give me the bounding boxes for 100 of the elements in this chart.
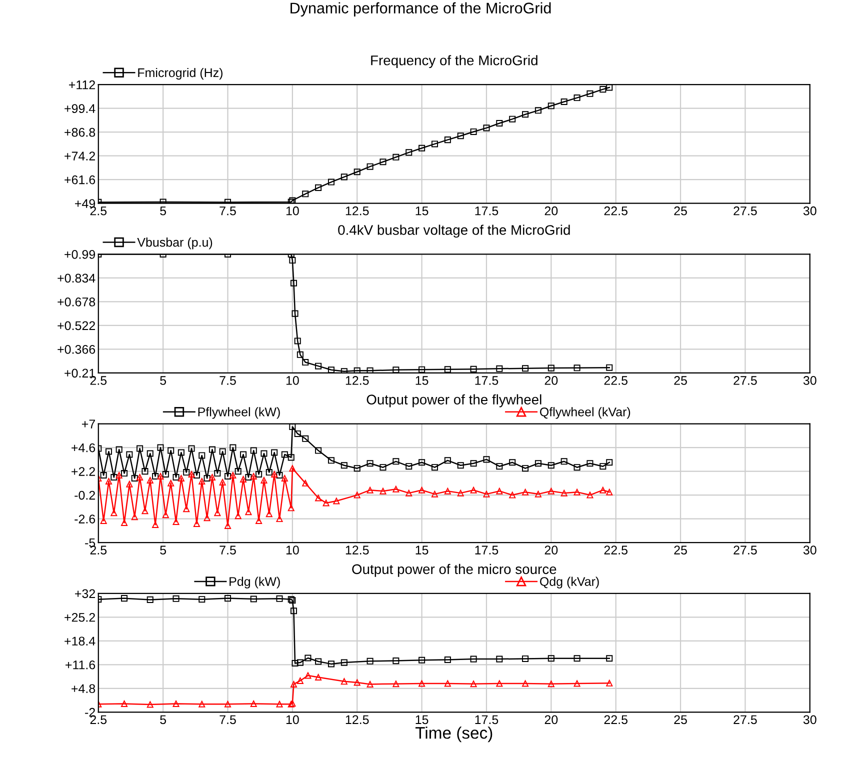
- point: [315, 658, 322, 665]
- point: [574, 364, 580, 372]
- y-tick-label: +4.6: [72, 443, 96, 452]
- point: [292, 660, 298, 667]
- point: [276, 700, 283, 708]
- chart-title: Output power of the flywheel: [366, 394, 542, 408]
- legend-label: Fmicrogrid (Hz): [138, 68, 222, 80]
- y-tick-label: +49: [75, 199, 96, 208]
- x-tick-label: 2.5: [90, 715, 107, 724]
- point: [522, 111, 529, 118]
- point: [534, 107, 542, 114]
- point: [198, 596, 206, 603]
- legend-label: Pdg (kW): [230, 576, 280, 588]
- x-tick-label: 10: [286, 376, 299, 385]
- legend-label: Pflywheel (kW): [198, 407, 280, 419]
- x-tick-label: 12.5: [346, 715, 369, 724]
- x-tick-label: 10: [286, 715, 299, 724]
- point: [457, 132, 464, 140]
- y-tick-label: +0.99: [64, 250, 96, 259]
- chart-title: Output power of the micro source: [352, 564, 556, 577]
- point: [302, 359, 309, 366]
- point: [586, 90, 594, 97]
- point: [290, 280, 297, 286]
- x-tick-label: 30: [803, 376, 816, 385]
- x-tick-label: 17.5: [475, 376, 498, 385]
- point: [418, 366, 426, 373]
- x-tick-label: 7.5: [220, 376, 236, 385]
- point: [496, 656, 503, 662]
- point: [328, 660, 335, 668]
- point: [483, 124, 490, 132]
- point: [418, 680, 426, 687]
- point: [522, 680, 529, 687]
- point: [289, 257, 296, 264]
- y-tick-label: +32: [75, 589, 95, 598]
- point: [406, 149, 412, 156]
- point: [392, 154, 400, 160]
- x-tick-label: 22.5: [604, 715, 628, 724]
- point: [574, 94, 580, 102]
- chart-title: Dynamic performance of the MicroGrid: [290, 2, 551, 17]
- point: [172, 700, 180, 708]
- point: [224, 700, 232, 708]
- point: [560, 98, 568, 106]
- point: [315, 362, 322, 370]
- point: [366, 367, 374, 373]
- point: [340, 368, 348, 373]
- point: [509, 116, 516, 122]
- point: [290, 608, 297, 614]
- x-tick-label: 12.5: [346, 376, 369, 385]
- point: [328, 178, 335, 186]
- x-tick-label: 5: [160, 546, 166, 554]
- point: [340, 659, 348, 666]
- y-tick-label: +61.6: [64, 175, 96, 184]
- x-tick-label: 10: [286, 206, 299, 216]
- x-tick-label: 2.5: [90, 206, 107, 216]
- x-tick-label: 30: [803, 546, 816, 554]
- point: [574, 655, 580, 662]
- y-tick-label: -0.2: [74, 490, 95, 500]
- point: [496, 120, 503, 126]
- point: [146, 701, 154, 708]
- y-tick-label: +112: [69, 80, 95, 90]
- point: [470, 366, 477, 372]
- point: [296, 351, 304, 358]
- x-tick-label: 15: [416, 206, 428, 216]
- point: [304, 672, 312, 679]
- point: [302, 190, 309, 198]
- point: [290, 680, 297, 688]
- x-tick-label: 7.5: [220, 715, 236, 724]
- point: [292, 310, 298, 317]
- x-tick-label: 5: [160, 206, 166, 216]
- y-tick-label: +0.522: [58, 321, 95, 330]
- point: [328, 366, 335, 373]
- x-tick-label: 27.5: [734, 206, 757, 216]
- x-tick-label: 17.5: [475, 546, 498, 554]
- y-tick-label: -2.6: [74, 514, 96, 524]
- legend-label: Qflywheel (kVar): [540, 407, 630, 419]
- y-tick-label: +18.4: [64, 636, 96, 646]
- point: [444, 136, 451, 144]
- point: [548, 364, 554, 372]
- y-tick-label: +99.4: [64, 104, 96, 114]
- y-tick-label: +25.2: [64, 612, 95, 622]
- point: [392, 680, 400, 688]
- y-tick-label: +0.366: [58, 344, 96, 354]
- point: [340, 678, 348, 685]
- point: [574, 680, 580, 687]
- x-tick-label: 27.5: [734, 546, 757, 554]
- x-tick-label: 10: [286, 546, 299, 554]
- y-tick-label: +0.21: [64, 368, 96, 378]
- point: [304, 654, 312, 662]
- x-tick-label: 15: [416, 546, 428, 554]
- point: [418, 144, 426, 152]
- point: [250, 700, 257, 708]
- y-tick-label: +11.6: [66, 660, 96, 670]
- x-tick-label: 5: [160, 715, 166, 724]
- point: [250, 596, 257, 602]
- point: [496, 680, 503, 687]
- point: [606, 84, 613, 91]
- x-tick-label: 17.5: [475, 715, 498, 724]
- point: [548, 680, 554, 688]
- y-tick-label: +0.678: [58, 298, 96, 306]
- point: [121, 595, 128, 602]
